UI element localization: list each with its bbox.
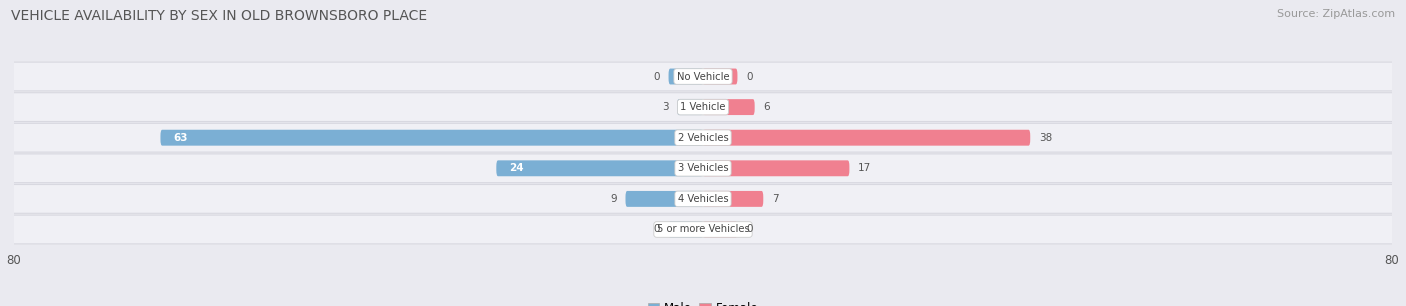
- FancyBboxPatch shape: [160, 130, 703, 146]
- Text: 63: 63: [173, 133, 188, 143]
- FancyBboxPatch shape: [703, 191, 763, 207]
- FancyBboxPatch shape: [0, 215, 1406, 244]
- Text: 5 or more Vehicles: 5 or more Vehicles: [657, 225, 749, 234]
- FancyBboxPatch shape: [669, 69, 703, 84]
- FancyBboxPatch shape: [703, 99, 755, 115]
- FancyBboxPatch shape: [626, 191, 703, 207]
- Text: No Vehicle: No Vehicle: [676, 72, 730, 81]
- Text: 0: 0: [654, 72, 659, 81]
- FancyBboxPatch shape: [0, 154, 1406, 183]
- FancyBboxPatch shape: [703, 130, 1031, 146]
- FancyBboxPatch shape: [669, 222, 703, 237]
- Text: 24: 24: [509, 163, 524, 173]
- FancyBboxPatch shape: [0, 93, 1406, 121]
- Text: Source: ZipAtlas.com: Source: ZipAtlas.com: [1277, 9, 1395, 19]
- Text: 3 Vehicles: 3 Vehicles: [678, 163, 728, 173]
- FancyBboxPatch shape: [0, 123, 1406, 152]
- Text: 7: 7: [772, 194, 779, 204]
- Text: 9: 9: [610, 194, 617, 204]
- Text: 0: 0: [747, 225, 752, 234]
- Text: 3: 3: [662, 102, 669, 112]
- Text: 38: 38: [1039, 133, 1052, 143]
- Text: 6: 6: [763, 102, 770, 112]
- Text: 2 Vehicles: 2 Vehicles: [678, 133, 728, 143]
- Text: 0: 0: [654, 225, 659, 234]
- Legend: Male, Female: Male, Female: [643, 297, 763, 306]
- Text: 0: 0: [747, 72, 752, 81]
- FancyBboxPatch shape: [496, 160, 703, 176]
- FancyBboxPatch shape: [0, 62, 1406, 91]
- Text: VEHICLE AVAILABILITY BY SEX IN OLD BROWNSBORO PLACE: VEHICLE AVAILABILITY BY SEX IN OLD BROWN…: [11, 9, 427, 23]
- FancyBboxPatch shape: [703, 222, 738, 237]
- Text: 4 Vehicles: 4 Vehicles: [678, 194, 728, 204]
- FancyBboxPatch shape: [0, 185, 1406, 213]
- Text: 1 Vehicle: 1 Vehicle: [681, 102, 725, 112]
- FancyBboxPatch shape: [703, 160, 849, 176]
- Text: 17: 17: [858, 163, 872, 173]
- FancyBboxPatch shape: [703, 69, 738, 84]
- FancyBboxPatch shape: [678, 99, 703, 115]
